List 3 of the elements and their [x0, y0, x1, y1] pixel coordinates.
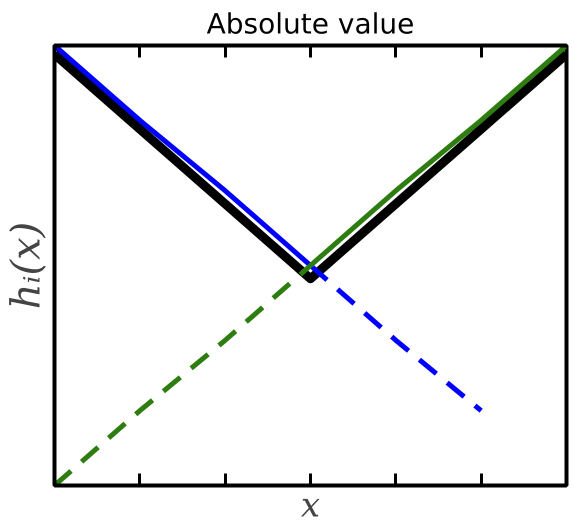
chart-title: Absolute value: [206, 8, 414, 40]
x-axis-title: x: [300, 486, 320, 526]
y-axis-title: hᵢ(x): [4, 222, 50, 310]
